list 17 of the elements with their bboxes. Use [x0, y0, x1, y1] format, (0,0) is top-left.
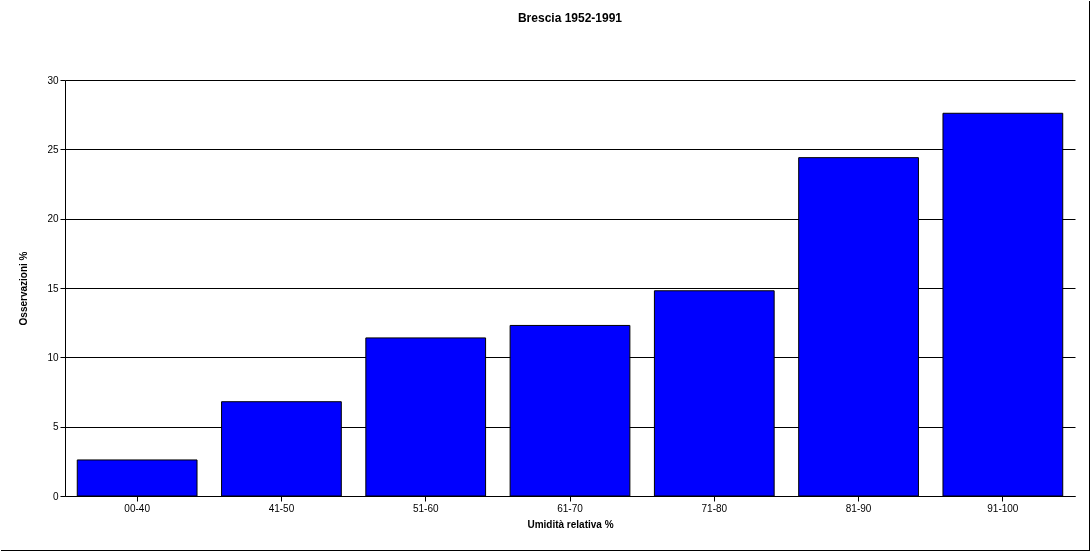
x-axis-title: Umidità relativa %: [527, 518, 614, 530]
chart-title: Brescia 1952-1991: [517, 11, 623, 25]
y-axis-title: Osservazioni %: [18, 251, 30, 326]
y-tick-label: 0: [52, 490, 59, 502]
x-tick-label: 61-70: [557, 502, 584, 514]
x-tick-label: 71-80: [701, 502, 728, 514]
y-tick-label: 5: [52, 421, 59, 433]
y-tick-label: 30: [47, 74, 59, 86]
y-tick-label: 10: [47, 351, 59, 363]
x-tick-label: 91-100: [987, 502, 1019, 514]
y-tick-label: 20: [47, 213, 59, 225]
x-tick-label: 51-60: [412, 502, 439, 514]
y-tick-label: 15: [47, 282, 59, 294]
x-tick-label: 81-90: [845, 502, 872, 514]
y-tick-label: 25: [47, 143, 59, 155]
x-tick-label: 00-40: [124, 502, 151, 514]
x-tick-label: 41-50: [268, 502, 295, 514]
